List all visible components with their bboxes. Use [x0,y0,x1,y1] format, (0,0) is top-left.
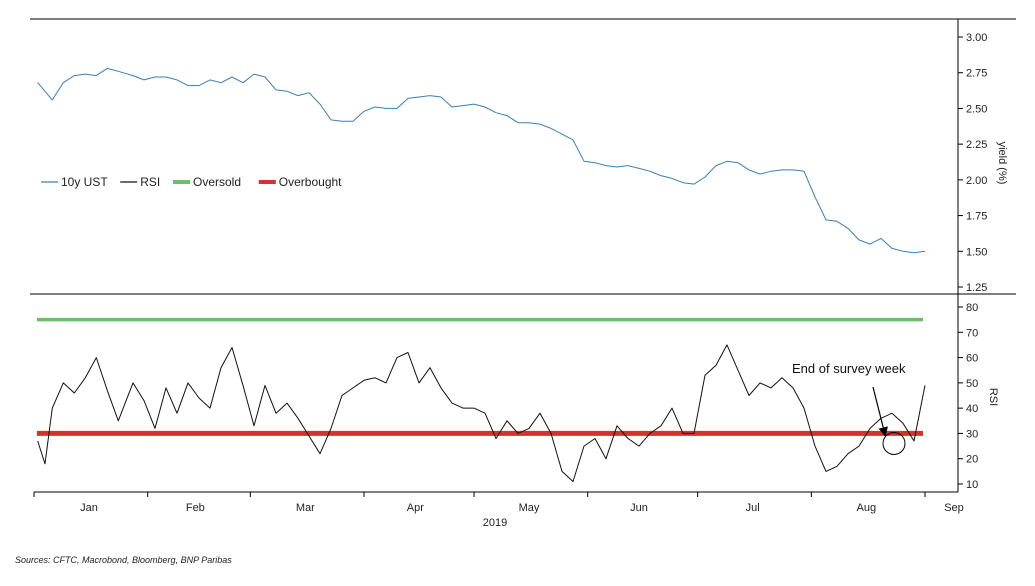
yield-tick-label: 2.00 [966,175,987,187]
reference-lines [37,317,923,436]
rsi-axis: 80 70 60 50 40 30 20 10 [958,302,978,491]
rsi-tick-label: 40 [966,403,978,415]
rsi-line [37,344,926,482]
rsi-tick-label: 50 [966,378,978,390]
month-tick-label: Mar [296,502,315,514]
rsi-tick-label: 60 [966,353,978,365]
yield-axis: 3.00 2.75 2.50 2.25 2.00 1.75 1.50 1.25 [958,32,987,294]
annotation-text: End of survey week [792,361,906,376]
month-tick-label: Jul [746,502,760,514]
yield-tick-label: 2.75 [966,68,987,80]
legend-label: Oversold [193,175,241,189]
rsi-tick-label: 70 [966,327,978,339]
rsi-axis-title: RSI [987,388,999,406]
rsi-tick-label: 20 [966,454,978,466]
yield-tick-label: 1.75 [966,211,987,223]
rsi-tick-label: 30 [966,428,978,440]
yield-tick-label: 3.00 [966,32,987,44]
source-note: Sources: CFTC, Macrobond, Bloomberg, BNP… [15,555,232,565]
annotation: End of survey week [792,361,906,455]
legend: 10y UST RSI Oversold Overbought [41,175,342,189]
month-tick-label: Sep [944,502,964,514]
rsi-tick-label: 10 [966,479,978,491]
annotation-arrow [872,386,888,437]
yield-series [37,67,926,254]
legend-label: 10y UST [61,175,108,189]
month-tick-label: Jun [630,502,648,514]
yield-tick-label: 1.25 [966,282,987,294]
legend-label: RSI [140,175,160,189]
yield-tick-label: 2.50 [966,103,987,115]
annotation-circle [882,431,906,455]
month-tick-label: Jan [80,502,98,514]
yield-tick-label: 1.50 [966,246,987,258]
yield-line [37,67,926,254]
yield-axis-title: yield (%) [996,142,1008,185]
x-axis-title: 2019 [483,517,507,529]
legend-label: Overbought [279,175,342,189]
rsi-series [37,344,926,482]
month-tick-label: Apr [407,502,424,514]
month-tick-label: Aug [857,502,877,514]
month-tick-label: Feb [186,502,205,514]
month-axis: Jan Feb Mar Apr May Jun Jul Aug Sep [33,492,964,514]
month-tick-label: May [519,502,540,514]
rsi-tick-label: 80 [966,302,978,314]
yield-tick-label: 2.25 [966,139,987,151]
